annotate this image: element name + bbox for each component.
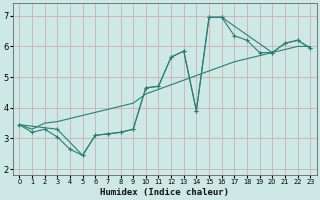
X-axis label: Humidex (Indice chaleur): Humidex (Indice chaleur) <box>100 188 229 197</box>
